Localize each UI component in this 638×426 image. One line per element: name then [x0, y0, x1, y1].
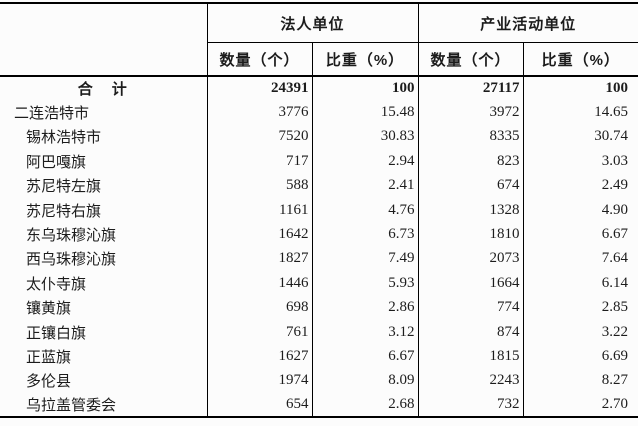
table-row: 太仆寺旗 1446 5.93 1664 6.14 [0, 271, 638, 296]
activity-units-count: 27117 [418, 76, 524, 101]
activity-units-share: 6.14 [601, 274, 629, 291]
legal-units-share: 30.83 [312, 124, 419, 150]
activity-units-count: 732 [418, 393, 524, 418]
legal-units-share: 2.86 [312, 295, 419, 320]
region-label: 苏尼特左旗 [0, 173, 208, 198]
activity-units-share: 30.74 [594, 128, 629, 145]
region-label: 苏尼特右旗 [0, 197, 208, 223]
legal-units-count: 588 [207, 173, 313, 198]
legal-units-share: 3.12 [312, 319, 419, 345]
table-body: 合 计 24391 100 27117 100 二连浩特市 3776 15.48… [0, 76, 638, 418]
legal-units-count: 1974 [207, 368, 313, 394]
group-header-row: 法人单位 产业活动单位 [0, 3, 638, 77]
legal-units-count: 1446 [207, 271, 313, 296]
activity-units-count: 823 [418, 149, 524, 174]
table-row: 镶黄旗 698 2.86 774 2.85 [0, 295, 638, 320]
legal-units-count: 654 [207, 393, 313, 418]
legal-units-count: 1642 [207, 222, 313, 247]
legal-units-count: 24391 [207, 76, 313, 101]
activity-units-share: 7.64 [601, 250, 629, 267]
activity-units-count: 2243 [418, 368, 524, 394]
activity-units-count: 874 [418, 319, 524, 345]
table-row: 合 计 24391 100 27117 100 [0, 76, 638, 101]
group-header-legal-units: 法人单位 [207, 3, 419, 43]
region-label: 乌拉盖管委会 [0, 393, 208, 418]
legal-units-count: 3776 [207, 100, 313, 125]
region-label: 东乌珠穆沁旗 [0, 222, 208, 247]
table-row: 多伦县 1974 8.09 2243 8.27 [0, 368, 638, 394]
legal-units-share: 8.09 [312, 368, 419, 394]
table-row: 西乌珠穆沁旗 1827 7.49 2073 7.64 [0, 246, 638, 272]
table-row: 苏尼特右旗 1161 4.76 1328 4.90 [0, 197, 638, 223]
region-label: 阿巴嘎旗 [0, 149, 208, 174]
table-row: 二连浩特市 3776 15.48 3972 14.65 [0, 100, 638, 125]
legal-units-count: 7520 [207, 124, 313, 150]
subheader-activity-count: 数量（个） [418, 42, 524, 77]
activity-units-share: 14.65 [594, 104, 629, 121]
legal-units-share: 2.94 [312, 149, 419, 174]
legal-units-share: 4.76 [312, 197, 419, 223]
legal-units-share: 6.67 [312, 344, 419, 369]
activity-units-share: 4.90 [601, 201, 629, 218]
activity-units-share: 2.85 [601, 299, 629, 316]
table-row: 东乌珠穆沁旗 1642 6.73 1810 6.67 [0, 222, 638, 247]
legal-units-share: 5.93 [312, 271, 419, 296]
legal-units-share: 100 [312, 76, 419, 101]
activity-units-share: 3.22 [601, 323, 629, 340]
table-row: 正镶白旗 761 3.12 874 3.22 [0, 319, 638, 345]
group-header-activity-units: 产业活动单位 [418, 3, 638, 43]
subheader-activity-share: 比重（%） [523, 42, 638, 77]
corner-cell [0, 3, 208, 77]
activity-units-count: 1810 [418, 222, 524, 247]
legal-units-share: 15.48 [312, 100, 419, 125]
activity-units-count: 674 [418, 173, 524, 198]
region-label: 西乌珠穆沁旗 [0, 246, 208, 272]
legal-units-share: 7.49 [312, 246, 419, 272]
region-label: 锡林浩特市 [0, 124, 208, 150]
region-label: 多伦县 [0, 368, 208, 394]
activity-units-share: 2.49 [601, 177, 629, 194]
activity-units-share: 6.67 [601, 226, 629, 243]
table-row: 乌拉盖管委会 654 2.68 732 2.70 [0, 393, 638, 418]
region-label: 二连浩特市 [0, 100, 208, 125]
subheader-legal-count: 数量（个） [207, 42, 313, 77]
activity-units-share: 6.69 [601, 347, 629, 364]
activity-units-count: 1664 [418, 271, 524, 296]
activity-units-count: 1815 [418, 344, 524, 369]
activity-units-share: 2.70 [601, 396, 629, 413]
activity-units-count: 1328 [418, 197, 524, 223]
table-header: 法人单位 产业活动单位 数量（个） 比重（%） 数量（个） 比重（%） [0, 3, 638, 77]
activity-units-count: 8335 [418, 124, 524, 150]
legal-units-count: 717 [207, 149, 313, 174]
table-row: 阿巴嘎旗 717 2.94 823 3.03 [0, 149, 638, 174]
legal-units-share: 2.41 [312, 173, 419, 198]
table-row: 正蓝旗 1627 6.67 1815 6.69 [0, 344, 638, 369]
activity-units-share: 100 [605, 80, 629, 97]
legal-units-count: 1161 [207, 197, 313, 223]
legal-units-count: 1627 [207, 344, 313, 369]
activity-units-share: 3.03 [601, 152, 629, 169]
region-label: 太仆寺旗 [0, 271, 208, 296]
activity-units-share: 8.27 [601, 372, 629, 389]
statistics-table: 法人单位 产业活动单位 数量（个） 比重（%） 数量（个） 比重（%） 合 计 … [0, 2, 638, 419]
subheader-legal-share: 比重（%） [312, 42, 419, 77]
legal-units-count: 698 [207, 295, 313, 320]
activity-units-count: 774 [418, 295, 524, 320]
legal-units-count: 1827 [207, 246, 313, 272]
region-label: 合 计 [0, 76, 208, 101]
activity-units-count: 2073 [418, 246, 524, 272]
table-row: 苏尼特左旗 588 2.41 674 2.49 [0, 173, 638, 198]
sub-header-row: 数量（个） 比重（%） 数量（个） 比重（%） [0, 42, 638, 77]
activity-units-count: 3972 [418, 100, 524, 125]
region-label: 正蓝旗 [0, 344, 208, 369]
table-row: 锡林浩特市 7520 30.83 8335 30.74 [0, 124, 638, 150]
legal-units-share: 2.68 [312, 393, 419, 418]
legal-units-count: 761 [207, 319, 313, 345]
legal-units-share: 6.73 [312, 222, 419, 247]
region-label: 正镶白旗 [0, 319, 208, 345]
region-label: 镶黄旗 [0, 295, 208, 320]
